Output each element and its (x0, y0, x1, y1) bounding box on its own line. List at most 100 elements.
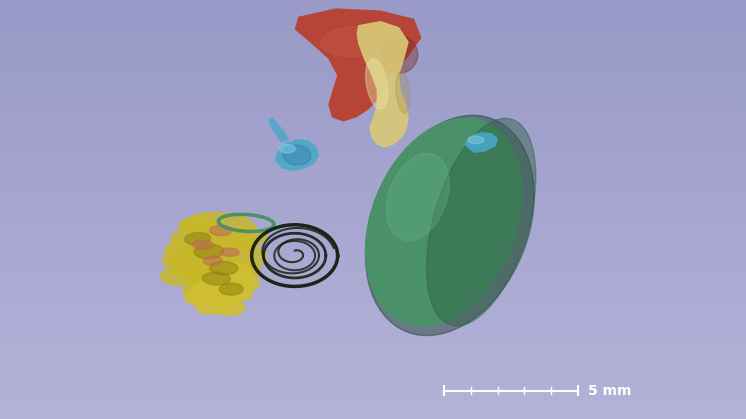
Bar (0, 277, 746, 279)
Bar (0, 409, 746, 411)
Bar (0, 147, 746, 149)
Bar (0, 272, 746, 274)
Bar (0, 260, 746, 262)
Ellipse shape (226, 227, 266, 246)
Bar (0, 27, 746, 29)
Bar (0, 195, 746, 197)
Bar (0, 36, 746, 38)
Bar (0, 365, 746, 367)
Bar (0, 128, 746, 130)
Bar (0, 369, 746, 371)
Bar (0, 360, 746, 362)
Bar (0, 59, 746, 61)
Bar (0, 2, 746, 4)
Bar (0, 199, 746, 201)
Bar (0, 168, 746, 170)
Bar (0, 65, 746, 67)
Ellipse shape (219, 283, 243, 295)
Ellipse shape (215, 300, 245, 316)
Bar (0, 201, 746, 203)
Bar (0, 394, 746, 396)
Bar (0, 80, 746, 82)
Bar (0, 46, 746, 48)
Bar (0, 109, 746, 111)
Bar (0, 362, 746, 365)
Ellipse shape (186, 262, 239, 287)
Ellipse shape (194, 244, 224, 259)
Ellipse shape (279, 145, 295, 153)
Bar (0, 103, 746, 105)
Bar (0, 6, 746, 8)
Bar (0, 312, 746, 314)
Bar (0, 289, 746, 291)
Bar (0, 404, 746, 406)
Bar (0, 331, 746, 333)
Bar (0, 8, 746, 10)
Bar (0, 358, 746, 360)
Bar (0, 119, 746, 122)
Bar (0, 308, 746, 310)
Bar (0, 371, 746, 373)
Bar (0, 207, 746, 210)
Bar (0, 381, 746, 383)
Ellipse shape (195, 271, 253, 295)
Ellipse shape (192, 240, 213, 249)
Bar (0, 191, 746, 193)
Bar (0, 105, 746, 107)
Bar (0, 214, 746, 216)
Bar (0, 220, 746, 222)
Bar (0, 19, 746, 21)
Bar (0, 13, 746, 15)
Bar (0, 323, 746, 325)
Bar (0, 38, 746, 40)
Bar (0, 84, 746, 86)
Ellipse shape (210, 258, 260, 283)
Bar (0, 122, 746, 124)
Bar (0, 157, 746, 159)
Ellipse shape (165, 237, 220, 266)
Ellipse shape (185, 233, 210, 245)
Ellipse shape (217, 285, 253, 302)
Bar (0, 411, 746, 413)
Bar (0, 153, 746, 155)
Bar (0, 69, 746, 71)
Bar (0, 184, 746, 186)
Ellipse shape (191, 280, 227, 298)
Bar (0, 310, 746, 312)
Bar (0, 253, 746, 256)
Bar (0, 203, 746, 205)
Polygon shape (464, 132, 498, 153)
Bar (0, 228, 746, 230)
Bar (0, 111, 746, 113)
Ellipse shape (366, 115, 534, 336)
Bar (0, 415, 746, 417)
Ellipse shape (185, 212, 255, 240)
Bar (0, 40, 746, 42)
Bar (0, 281, 746, 283)
Bar (0, 23, 746, 25)
Ellipse shape (427, 118, 536, 326)
Bar (0, 182, 746, 184)
Bar (0, 98, 746, 101)
Bar (0, 302, 746, 304)
Bar (0, 266, 746, 268)
Bar (0, 54, 746, 57)
Bar (0, 163, 746, 166)
Ellipse shape (201, 271, 239, 290)
Bar (0, 145, 746, 147)
Bar (0, 348, 746, 350)
Bar (0, 233, 746, 235)
Ellipse shape (396, 71, 410, 113)
Bar (0, 295, 746, 297)
Bar (0, 67, 746, 69)
Bar (0, 57, 746, 59)
Bar (0, 178, 746, 180)
Bar (0, 258, 746, 260)
Ellipse shape (211, 243, 266, 268)
Bar (0, 25, 746, 27)
Bar (0, 34, 746, 36)
Bar (0, 124, 746, 126)
Bar (0, 130, 746, 132)
Ellipse shape (201, 290, 239, 307)
Bar (0, 329, 746, 331)
